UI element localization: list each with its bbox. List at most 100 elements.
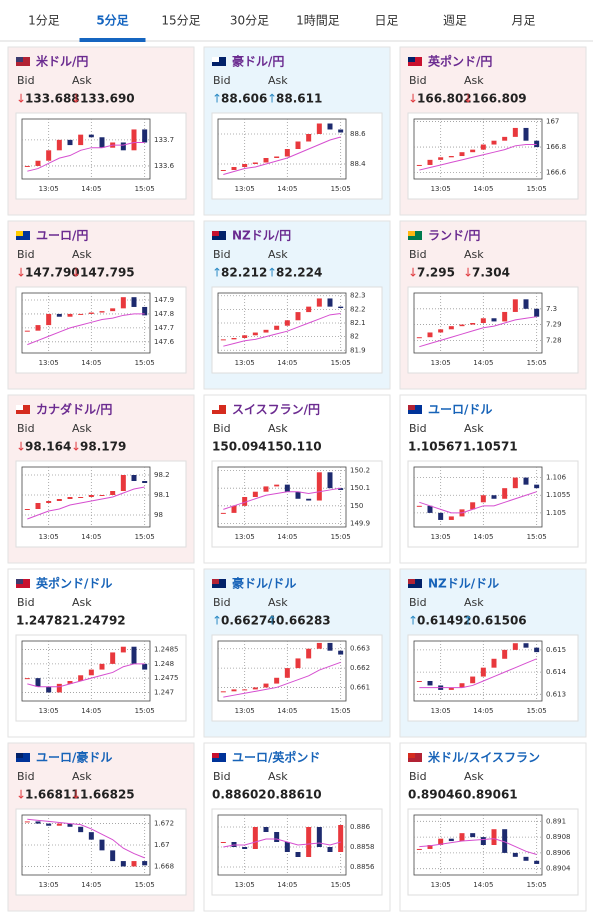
flag-canton xyxy=(408,57,415,62)
ask-arrow: ↓ xyxy=(463,266,473,280)
candle xyxy=(220,842,226,843)
pair-title[interactable]: 豪ドル/ドル xyxy=(232,576,296,591)
pair-title[interactable]: ユーロ/円 xyxy=(36,229,88,243)
candle xyxy=(295,491,301,499)
candle xyxy=(338,825,344,852)
tab[interactable]: 日足 xyxy=(374,14,398,28)
pair-title[interactable]: NZドル/円 xyxy=(232,229,291,243)
candle xyxy=(35,821,41,824)
bid-price: 0.66274 xyxy=(221,614,276,628)
candle xyxy=(448,326,454,330)
pair-title[interactable]: 米ドル/円 xyxy=(36,54,88,69)
x-tick-label: 14:05 xyxy=(277,185,297,193)
x-tick-label: 15:05 xyxy=(527,881,547,889)
tab[interactable]: 週足 xyxy=(443,14,467,28)
candle xyxy=(263,827,269,832)
x-tick-label: 13:05 xyxy=(39,359,59,367)
ask-price: 166.809 xyxy=(472,92,527,106)
bid-label: Bid xyxy=(213,770,231,783)
tab[interactable]: 15分足 xyxy=(161,14,200,28)
candle xyxy=(56,823,62,826)
candle xyxy=(142,129,148,143)
candle xyxy=(306,648,312,659)
candle xyxy=(274,484,280,487)
y-tick-label: 150 xyxy=(350,502,363,510)
y-tick-label: 98.2 xyxy=(154,471,170,479)
tab[interactable]: 30分足 xyxy=(230,14,269,28)
ask-arrow: ↑ xyxy=(267,266,277,280)
candle xyxy=(231,167,237,170)
ask-arrow: ↓ xyxy=(71,266,81,280)
candle xyxy=(46,501,52,503)
x-tick-label: 14:05 xyxy=(277,359,297,367)
pair-title[interactable]: ユーロ/豪ドル xyxy=(36,750,112,765)
candle xyxy=(88,312,94,314)
tab[interactable]: 5分足 xyxy=(96,13,128,28)
tab[interactable]: 1時間足 xyxy=(296,14,340,28)
pair-title[interactable]: ランド/円 xyxy=(428,229,480,243)
candle xyxy=(252,827,258,849)
candle xyxy=(327,472,333,489)
candle xyxy=(295,658,301,669)
x-tick-label: 14:05 xyxy=(473,881,493,889)
bid-price: 166.802 xyxy=(417,92,472,106)
pair-title[interactable]: NZドル/ドル xyxy=(428,577,499,591)
pair-title[interactable]: 英ポンド/ドル xyxy=(36,576,112,591)
ask-label: Ask xyxy=(268,74,288,87)
ask-label: Ask xyxy=(464,770,484,783)
x-tick-label: 13:05 xyxy=(431,359,451,367)
flag-canton xyxy=(16,405,23,410)
candle xyxy=(534,308,540,317)
candle xyxy=(110,850,116,862)
chart-box xyxy=(211,286,383,374)
y-tick-label: 82.1 xyxy=(350,319,366,327)
y-tick-label: 98.1 xyxy=(154,491,170,499)
x-tick-label: 15:05 xyxy=(331,707,351,715)
tab[interactable]: 月足 xyxy=(511,14,535,28)
bid-label: Bid xyxy=(213,74,231,87)
y-tick-label: 0.886 xyxy=(350,823,371,831)
bid-price: 150.094 xyxy=(212,440,267,454)
pair-title[interactable]: 英ポンド/円 xyxy=(428,54,492,69)
chart-box xyxy=(15,808,187,896)
x-tick-label: 13:05 xyxy=(39,707,59,715)
pair-title[interactable]: カナダドル/円 xyxy=(36,402,112,417)
ask-arrow: ↑ xyxy=(463,614,473,628)
tab[interactable]: 1分足 xyxy=(28,14,60,28)
candle xyxy=(284,149,290,157)
candle xyxy=(46,150,52,161)
x-tick-label: 15:05 xyxy=(527,359,547,367)
candle xyxy=(88,495,94,497)
candle xyxy=(110,652,116,664)
pair-title[interactable]: 豪ドル/円 xyxy=(232,54,284,69)
candle xyxy=(459,324,465,327)
candle xyxy=(274,325,280,330)
candle xyxy=(502,136,508,141)
pair-title[interactable]: ユーロ/ドル xyxy=(428,403,492,417)
bid-label: Bid xyxy=(409,74,427,87)
candle xyxy=(480,495,486,503)
candle xyxy=(448,516,454,520)
y-tick-label: 147.7 xyxy=(154,324,174,332)
candle xyxy=(459,152,465,157)
candle xyxy=(448,156,454,158)
moving-average xyxy=(419,658,537,689)
bid-price: 1.24782 xyxy=(16,614,71,628)
candle xyxy=(99,495,105,496)
bid-arrow: ↑ xyxy=(408,614,418,628)
plot-frame xyxy=(413,814,543,876)
pair-title[interactable]: 米ドル/スイスフラン xyxy=(428,750,540,765)
candle xyxy=(523,643,529,648)
candle xyxy=(78,313,84,315)
y-tick-label: 167 xyxy=(546,118,559,126)
pair-title[interactable]: ユーロ/英ポンド xyxy=(232,750,320,765)
candle xyxy=(24,678,30,680)
ask-arrow: ↑ xyxy=(267,614,277,628)
moving-average xyxy=(419,491,537,514)
candle xyxy=(512,643,518,650)
x-tick-label: 13:05 xyxy=(235,359,255,367)
candle xyxy=(470,323,476,325)
y-tick-label: 0.663 xyxy=(350,645,370,653)
pair-title[interactable]: スイスフラン/円 xyxy=(232,403,320,417)
